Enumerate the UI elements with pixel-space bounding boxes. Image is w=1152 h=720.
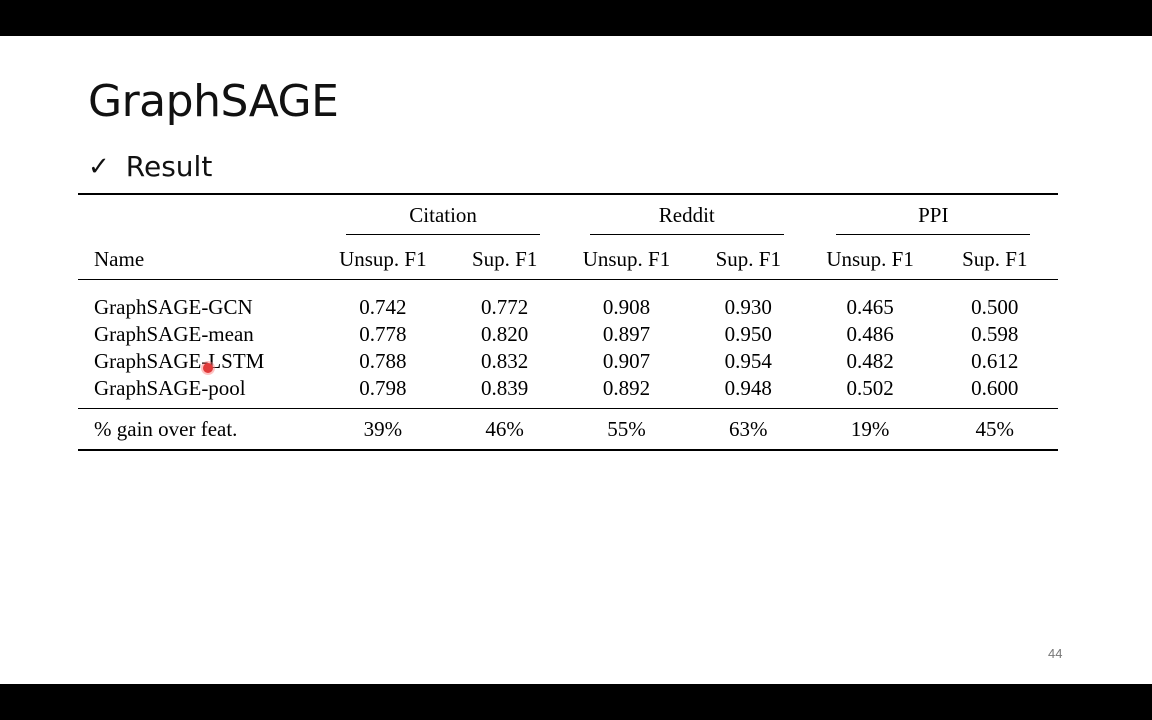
table-cell: 55%: [607, 416, 646, 441]
letterbox-top: [0, 0, 1152, 36]
slide-title: GraphSAGE: [88, 76, 339, 127]
column-header: Sup. F1: [715, 246, 781, 271]
laser-pointer-dot: [203, 363, 213, 373]
table-cell: 0.778: [359, 322, 407, 346]
row-name: GraphSAGE-GCN: [94, 295, 253, 319]
table-cell: 0.600: [971, 376, 1019, 400]
letterbox-bottom: [0, 684, 1152, 720]
table-row: GraphSAGE-LSTM 0.788 0.832 0.907 0.954 0…: [78, 348, 1058, 375]
table-cell: 0.500: [971, 295, 1019, 319]
row-name: % gain over feat.: [94, 416, 238, 441]
table-cell: 46%: [485, 416, 524, 441]
group-ppi: PPI: [809, 194, 1058, 239]
table-cell: 0.742: [359, 295, 407, 319]
row-name: GraphSAGE-pool: [94, 376, 246, 400]
table-cell: 0.930: [724, 295, 772, 319]
page-number: 44: [1048, 646, 1063, 661]
table-cell: 45%: [975, 416, 1015, 441]
empty-cell: [78, 194, 321, 239]
group-label: PPI: [836, 203, 1031, 235]
table-cell: 0.892: [602, 376, 651, 400]
table-cell: 0.839: [481, 376, 529, 400]
table-cell: 0.897: [602, 322, 651, 346]
group-citation: Citation: [321, 194, 565, 239]
checkmark-icon: ✓: [88, 152, 110, 182]
group-label: Reddit: [589, 203, 784, 235]
row-name: GraphSAGE-mean: [94, 322, 254, 346]
table-cell: 0.465: [846, 295, 894, 319]
table-cell: 19%: [850, 416, 890, 441]
table-cell: 0.908: [602, 295, 651, 319]
gain-row: % gain over feat. 39% 46% 55% 63% 19% 45…: [78, 409, 1058, 450]
table-cell: 0.948: [724, 376, 772, 400]
group-reddit: Reddit: [565, 194, 809, 239]
table-cell: 0.772: [481, 295, 529, 319]
column-header: Unsup. F1: [826, 246, 914, 271]
column-header: Unsup. F1: [339, 246, 427, 271]
table-cell: 0.820: [481, 322, 529, 346]
table-cell: 0.798: [359, 376, 407, 400]
column-header: Sup. F1: [962, 246, 1028, 271]
bullet-result: ✓ Result: [88, 150, 212, 184]
row-name: GraphSAGE-LSTM: [94, 349, 265, 373]
table-cell: 0.950: [724, 322, 772, 346]
table-cell: 0.612: [971, 349, 1019, 373]
table-row: GraphSAGE-pool 0.798 0.839 0.892 0.948 0…: [78, 375, 1058, 409]
table-cell: 0.502: [846, 376, 894, 400]
table-cell: 39%: [363, 416, 403, 441]
column-header: Sup. F1: [471, 246, 538, 271]
results-table: Citation Reddit PPI Name Unsup. F1 Sup. …: [78, 193, 1058, 451]
column-header: Unsup. F1: [582, 246, 671, 271]
group-header-row: Citation Reddit PPI: [78, 194, 1058, 239]
table-cell: 63%: [729, 416, 768, 441]
table-cell: 0.788: [359, 349, 407, 373]
column-header-name: Name: [94, 246, 145, 271]
table-cell: 0.832: [481, 349, 529, 373]
slide: GraphSAGE ✓ Result Citation Reddit PPI N…: [0, 36, 1152, 684]
table-cell: 0.598: [971, 322, 1019, 346]
table-cell: 0.907: [602, 349, 651, 373]
group-label: Citation: [346, 203, 541, 235]
column-header-row: Name Unsup. F1 Sup. F1 Unsup. F1 Sup. F1…: [78, 239, 1058, 280]
table-row: GraphSAGE-GCN 0.742 0.772 0.908 0.930 0.…: [78, 280, 1058, 322]
table-cell: 0.482: [846, 349, 894, 373]
table-cell: 0.486: [846, 322, 894, 346]
bullet-label: Result: [125, 150, 213, 183]
table-row: GraphSAGE-mean 0.778 0.820 0.897 0.950 0…: [78, 321, 1058, 348]
table-cell: 0.954: [724, 349, 772, 373]
